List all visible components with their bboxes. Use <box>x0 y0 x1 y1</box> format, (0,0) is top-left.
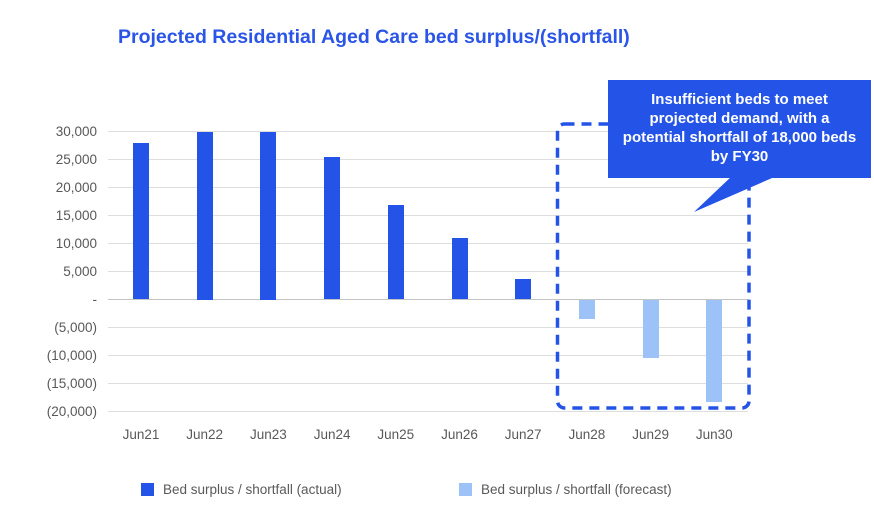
bar-actual-jun21 <box>133 142 149 300</box>
bar-forecast-jun29 <box>642 299 659 358</box>
callout-tail <box>694 175 779 212</box>
x-axis-tick-label: Jun25 <box>377 427 415 442</box>
legend-label-forecast: Bed surplus / shortfall (forecast) <box>481 482 672 497</box>
y-axis-tick-label: 10,000 <box>55 235 97 251</box>
y-axis-tick-label: 20,000 <box>55 179 97 195</box>
callout-annotation: Insufficient beds to meet projected dema… <box>608 80 871 178</box>
y-axis-tick-label: 25,000 <box>55 151 97 167</box>
gridline <box>108 215 748 216</box>
y-axis-tick-label: (10,000) <box>46 347 97 363</box>
x-axis-tick-label: Jun30 <box>695 427 733 442</box>
gridline <box>108 187 748 188</box>
legend-label-actual: Bed surplus / shortfall (actual) <box>163 482 342 497</box>
y-axis-tick-label: 30,000 <box>55 123 97 139</box>
gridline <box>108 383 748 384</box>
x-axis-tick-label: Jun26 <box>441 427 478 442</box>
x-axis-tick-label: Jun28 <box>568 427 606 442</box>
y-axis-tick-label: (15,000) <box>46 375 97 391</box>
y-axis-tick-label: 5,000 <box>63 263 97 279</box>
gridline <box>108 411 748 412</box>
gridline <box>108 271 748 272</box>
zero-gridline <box>108 299 748 300</box>
x-axis-tick-label: Jun21 <box>122 427 160 442</box>
bar-forecast-jun30 <box>706 299 723 402</box>
x-axis-tick-label: Jun29 <box>632 427 669 442</box>
y-axis-tick-label: (5,000) <box>54 319 97 335</box>
chart-title: Projected Residential Aged Care bed surp… <box>118 26 630 48</box>
callout-text: Insufficient beds to meet projected dema… <box>622 91 857 165</box>
legend-item-forecast: Bed surplus / shortfall (forecast) <box>459 482 672 497</box>
legend-item-actual: Bed surplus / shortfall (actual) <box>141 482 342 497</box>
legend-swatch-actual <box>141 483 154 496</box>
gridline <box>108 131 748 132</box>
bar-actual-jun22 <box>196 131 213 300</box>
legend-swatch-forecast <box>459 483 472 496</box>
x-axis-tick-label: Jun22 <box>186 427 224 442</box>
gridline <box>108 355 748 356</box>
bar-actual-jun23 <box>260 131 277 300</box>
x-axis-tick-label: Jun27 <box>504 427 542 442</box>
y-axis-tick-label: (20,000) <box>46 403 97 419</box>
x-axis-tick-label: Jun24 <box>313 427 351 442</box>
bar-actual-jun27 <box>515 278 532 300</box>
y-axis-tick-label: 15,000 <box>55 207 97 223</box>
x-axis-tick-label: Jun23 <box>249 427 287 442</box>
bar-actual-jun26 <box>451 237 468 300</box>
bar-forecast-jun28 <box>578 299 595 319</box>
gridline <box>108 327 748 328</box>
gridline <box>108 243 748 244</box>
y-axis-tick-label: - <box>92 291 98 307</box>
bar-actual-jun24 <box>324 157 341 300</box>
bar-actual-jun25 <box>387 205 404 300</box>
gridline <box>108 159 748 160</box>
